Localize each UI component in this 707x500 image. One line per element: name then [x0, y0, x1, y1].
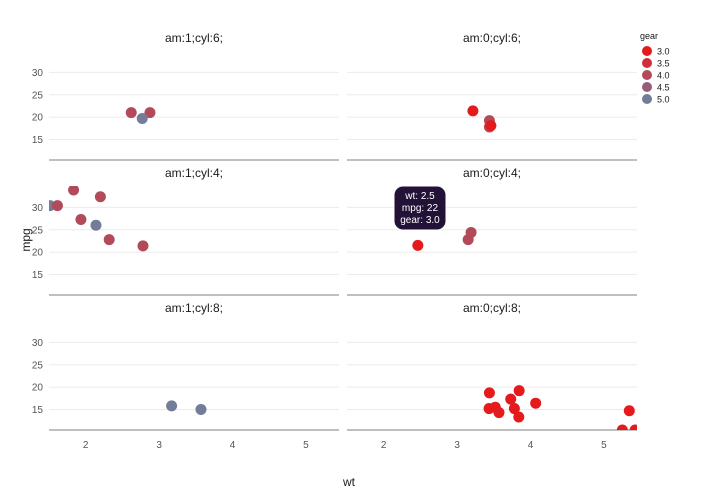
- legend-label: 4.0: [657, 71, 670, 81]
- data-point[interactable]: [467, 105, 479, 117]
- x-tick-label: 2: [381, 440, 387, 451]
- y-tick-label: 30: [32, 338, 44, 349]
- legend-swatch: [642, 82, 652, 92]
- data-point[interactable]: [629, 424, 641, 436]
- x-tick-label: 5: [303, 440, 309, 451]
- y-tick-label: 20: [32, 383, 44, 394]
- legend-title: gear: [640, 31, 658, 41]
- data-point[interactable]: [136, 112, 148, 124]
- data-point[interactable]: [530, 397, 542, 409]
- y-tick-label: 25: [32, 360, 44, 371]
- panel-label-am-1-cyl-6: am:1;cyl:6;: [165, 31, 223, 45]
- y-tick-label: 30: [32, 68, 44, 79]
- data-point[interactable]: [485, 120, 497, 132]
- data-point[interactable]: [166, 400, 178, 412]
- data-point[interactable]: [68, 185, 80, 196]
- tooltip-line: mpg: 22: [402, 203, 439, 214]
- tooltip-line: gear: 3.0: [400, 215, 440, 226]
- data-point[interactable]: [103, 234, 115, 246]
- legend-label: 3.5: [657, 59, 670, 69]
- panel-label-am-0-cyl-4: am:0;cyl:4;: [463, 166, 521, 180]
- data-point[interactable]: [623, 405, 635, 417]
- data-point[interactable]: [412, 239, 424, 251]
- data-point[interactable]: [51, 200, 63, 212]
- tooltip-line: wt: 2.5: [404, 191, 435, 202]
- data-point[interactable]: [125, 107, 137, 119]
- y-tick-label: 30: [32, 203, 44, 214]
- y-tick-label: 25: [32, 225, 44, 236]
- y-tick-label: 15: [32, 405, 44, 416]
- x-axis-title: wt: [342, 475, 356, 489]
- legend-label: 5.0: [657, 95, 670, 105]
- y-tick-label: 25: [32, 90, 44, 101]
- legend-label: 3.0: [657, 47, 670, 57]
- data-point[interactable]: [616, 424, 628, 436]
- x-tick-label: 3: [156, 440, 162, 451]
- data-point[interactable]: [144, 107, 156, 119]
- data-point[interactable]: [90, 219, 102, 231]
- panel-label-am-1-cyl-8: am:1;cyl:8;: [165, 301, 223, 315]
- y-tick-label: 20: [32, 113, 44, 124]
- data-point[interactable]: [508, 403, 520, 415]
- y-tick-label: 15: [32, 270, 44, 281]
- legend-swatch: [642, 58, 652, 68]
- data-point[interactable]: [483, 403, 495, 415]
- legend-swatch: [642, 46, 652, 56]
- panel-label-am-0-cyl-6: am:0;cyl:6;: [463, 31, 521, 45]
- y-axis-title: mpg: [19, 228, 33, 251]
- panel-label-am-1-cyl-4: am:1;cyl:4;: [165, 166, 223, 180]
- data-point[interactable]: [513, 411, 525, 423]
- data-point[interactable]: [75, 213, 87, 225]
- y-tick-label: 20: [32, 248, 44, 259]
- data-point[interactable]: [483, 387, 495, 399]
- data-point[interactable]: [195, 403, 207, 415]
- data-point[interactable]: [94, 191, 106, 203]
- data-point[interactable]: [137, 240, 149, 252]
- data-point[interactable]: [465, 226, 477, 238]
- x-tick-label: 2: [83, 440, 89, 451]
- data-point[interactable]: [513, 385, 525, 397]
- x-tick-label: 5: [601, 440, 607, 451]
- legend-swatch: [642, 94, 652, 104]
- tooltip-box: [393, 185, 447, 231]
- legend-swatch: [642, 70, 652, 80]
- x-tick-label: 4: [230, 440, 236, 451]
- panel-label-am-0-cyl-8: am:0;cyl:8;: [463, 301, 521, 315]
- x-tick-label: 3: [454, 440, 460, 451]
- legend-label: 4.5: [657, 83, 670, 93]
- data-point[interactable]: [505, 393, 517, 405]
- x-tick-label: 4: [528, 440, 534, 451]
- y-tick-label: 15: [32, 135, 44, 146]
